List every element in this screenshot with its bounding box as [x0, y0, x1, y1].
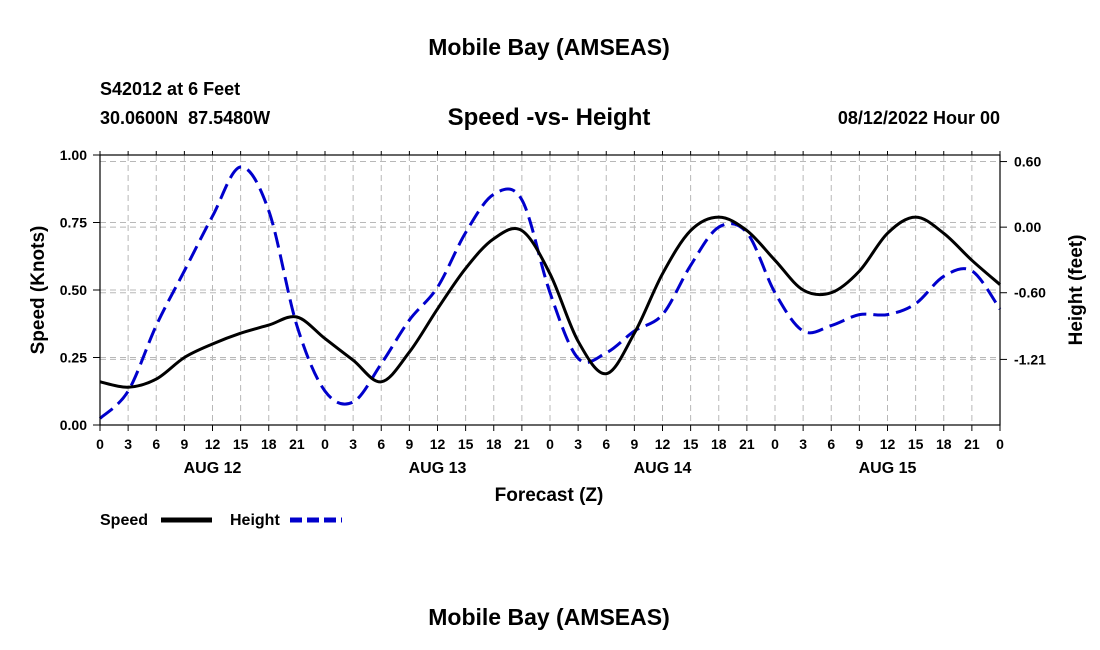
- y2-tick-label: -0.60: [1014, 285, 1046, 301]
- x-tick-label: 3: [799, 436, 807, 452]
- y-axis-right: 0.60 0.00 -0.60 -1.21: [1000, 154, 1046, 367]
- x-tick-label: 0: [321, 436, 329, 452]
- x-tick-label: 21: [964, 436, 980, 452]
- x-tick-label: 6: [152, 436, 160, 452]
- x-tick-label: 9: [630, 436, 638, 452]
- datetime-label: 08/12/2022 Hour 00: [838, 108, 1000, 128]
- x-tick-label: 18: [711, 436, 727, 452]
- y2-axis-label: Height (feet): [1066, 235, 1087, 346]
- legend-speed-label: Speed: [100, 512, 148, 529]
- x-tick-label: 6: [827, 436, 835, 452]
- x-tick-label: 6: [602, 436, 610, 452]
- x-tick-label: 15: [458, 436, 474, 452]
- legend: Speed Height: [100, 512, 342, 529]
- x-tick-label: 18: [486, 436, 502, 452]
- x-tick-label: 12: [205, 436, 221, 452]
- x-tick-label: 3: [574, 436, 582, 452]
- y2-tick-label: 0.60: [1014, 154, 1041, 170]
- x-tick-label: 15: [683, 436, 699, 452]
- x-tick-label: 21: [514, 436, 530, 452]
- x-tick-label: 0: [996, 436, 1004, 452]
- x-tick-label: 18: [936, 436, 952, 452]
- x-tick-label: 21: [739, 436, 755, 452]
- x-tick-label: 0: [96, 436, 104, 452]
- x-day-label: AUG 15: [859, 460, 917, 477]
- x-tick-label: 9: [405, 436, 413, 452]
- y2-tick-label: 0.00: [1014, 219, 1041, 235]
- series-lines: [98, 165, 1002, 420]
- x-tick-label: 9: [855, 436, 863, 452]
- legend-height-label: Height: [230, 512, 280, 529]
- x-tick-label: 18: [261, 436, 277, 452]
- x-tick-label: 0: [546, 436, 554, 452]
- y-tick-label: 0.00: [60, 417, 87, 433]
- y-axis-left: 0.00 0.25 0.50 0.75 1.00: [60, 147, 100, 433]
- x-tick-label: 0: [771, 436, 779, 452]
- x-axis: 0 3 6 9 12 15 18 21 0 3 6 9 12 15 18 21 0 3 6 9 12 15 18 21 0 3 6 9…: [96, 151, 1004, 477]
- x-tick-label: 6: [377, 436, 385, 452]
- x-tick-label: 15: [908, 436, 924, 452]
- station-label: S42012 at 6 Feet: [100, 79, 240, 99]
- y-tick-label: 1.00: [60, 147, 87, 163]
- y-tick-label: 0.25: [60, 350, 87, 366]
- x-axis-label: Forecast (Z): [495, 485, 604, 506]
- x-tick-label: 12: [430, 436, 446, 452]
- x-tick-label: 12: [655, 436, 671, 452]
- y-tick-label: 0.50: [60, 282, 87, 298]
- x-tick-label: 21: [289, 436, 305, 452]
- x-day-label: AUG 12: [184, 460, 242, 477]
- x-day-label: AUG 14: [634, 460, 692, 477]
- footer-title: Mobile Bay (AMSEAS): [428, 604, 670, 630]
- height-series-line: [98, 165, 1002, 420]
- x-tick-label: 12: [880, 436, 896, 452]
- x-tick-label: 3: [349, 436, 357, 452]
- x-tick-label: 9: [180, 436, 188, 452]
- plot-title: Speed -vs- Height: [448, 104, 651, 131]
- chart-main-title: Mobile Bay (AMSEAS): [428, 34, 670, 60]
- coordinates-label: 30.0600N 87.5480W: [100, 108, 270, 128]
- y-axis-label: Speed (Knots): [28, 226, 49, 355]
- x-tick-label: 3: [124, 436, 132, 452]
- x-tick-label: 15: [233, 436, 249, 452]
- speed-series-line: [99, 215, 1001, 389]
- x-day-label: AUG 13: [409, 460, 467, 477]
- y2-tick-label: -1.21: [1014, 351, 1046, 367]
- y-tick-label: 0.75: [60, 215, 87, 231]
